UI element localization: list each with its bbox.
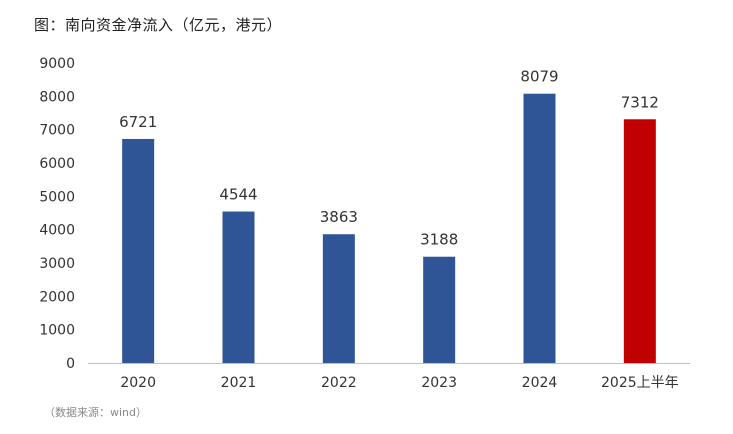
y-tick-label: 1000 (39, 323, 75, 339)
y-tick-label: 5000 (39, 189, 75, 205)
y-tick-label: 2000 (39, 289, 75, 305)
bar-2022 (322, 234, 355, 363)
data-label: 3863 (320, 208, 358, 226)
data-labels: 6721 4544 3863 3188 8079 7312 (119, 68, 659, 249)
data-label: 8079 (520, 68, 558, 86)
y-tick-label: 4000 (39, 223, 75, 239)
y-tick-label: 8000 (39, 89, 75, 105)
x-tick-label: 2022 (321, 375, 357, 391)
x-tick-label: 2024 (522, 375, 558, 391)
data-label: 6721 (119, 113, 157, 131)
x-tick-label: 2023 (421, 375, 457, 391)
y-axis: 0 1000 2000 3000 4000 5000 6000 7000 8000 9000 (39, 56, 75, 372)
x-tick-label: 2021 (221, 375, 257, 391)
data-label: 7312 (621, 93, 659, 111)
bar-2020 (122, 138, 155, 363)
y-tick-label: 0 (66, 356, 75, 372)
x-tick-label: 2025上半年 (601, 375, 679, 391)
x-tick-label: 2020 (120, 375, 156, 391)
chart-title: 图：南向资金净流入（亿元，港元） (34, 16, 283, 34)
bar-2021 (222, 211, 255, 363)
y-tick-label: 6000 (39, 156, 75, 172)
y-tick-label: 9000 (39, 56, 75, 72)
bar-2024 (523, 93, 556, 363)
x-axis: 2020 2021 2022 2023 2024 2025上半年 (88, 363, 690, 391)
data-source-note: （数据来源：wind） (44, 406, 148, 419)
bars (122, 93, 656, 364)
y-tick-label: 7000 (39, 123, 75, 139)
bar-2025上半年 (623, 119, 656, 364)
y-tick-label: 3000 (39, 256, 75, 272)
data-label: 4544 (219, 186, 257, 204)
bar-2023 (423, 256, 456, 363)
data-label: 3188 (420, 231, 458, 249)
